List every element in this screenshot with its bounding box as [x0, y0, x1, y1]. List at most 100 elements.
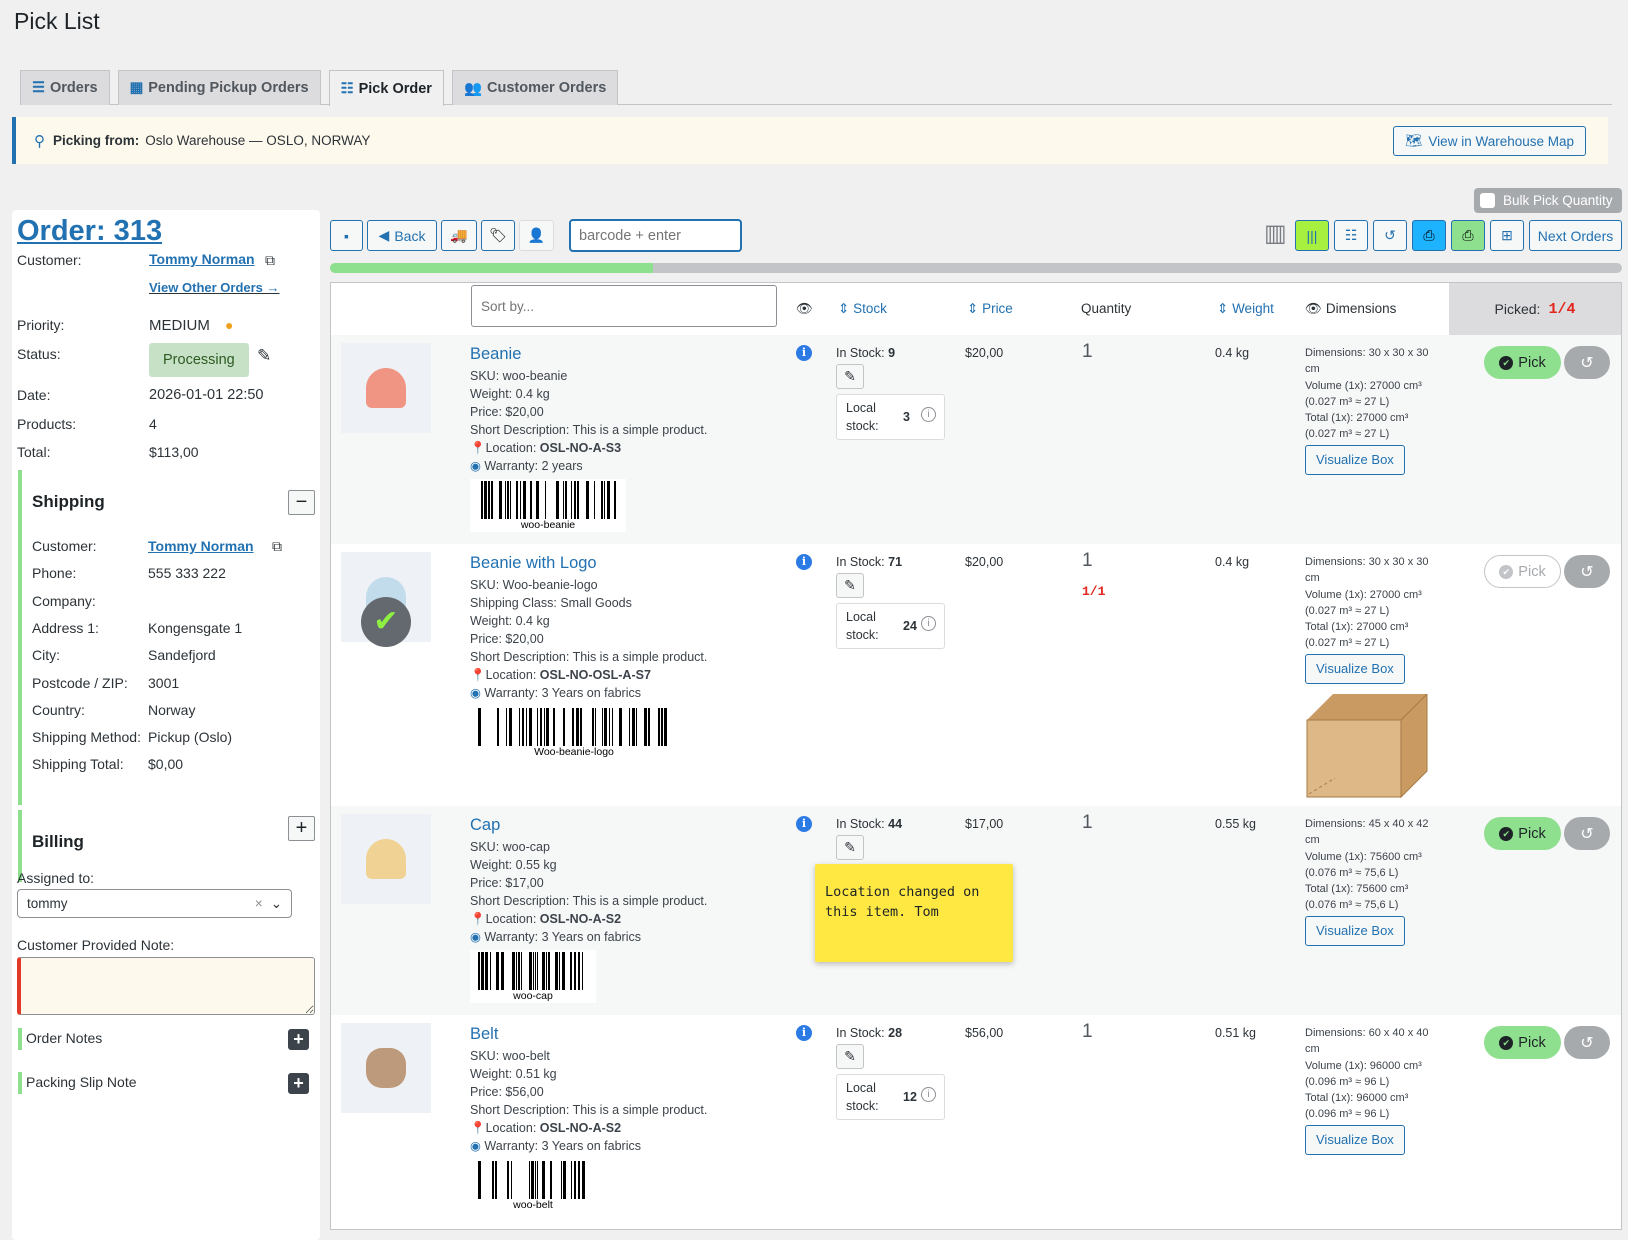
quantity-value: 1: [1082, 1021, 1093, 1042]
column-price[interactable]: ⇕ Price: [967, 301, 1013, 316]
product-name-link[interactable]: Belt: [470, 1025, 499, 1043]
visualize-box-button[interactable]: Visualize Box: [1305, 915, 1405, 947]
tab-pending-pickup[interactable]: ▦ Pending Pickup Orders: [117, 70, 321, 105]
barcode-mode-button[interactable]: |||: [1295, 220, 1329, 251]
barcode-bar: [495, 1161, 497, 1199]
barcode-bar: [563, 481, 564, 519]
weight-value: 0.4 kg: [1215, 555, 1250, 569]
add-order-note-button[interactable]: +: [288, 1029, 309, 1050]
pick-button[interactable]: ✔ Pick: [1484, 1026, 1561, 1059]
tag-button[interactable]: 🏷: [481, 220, 515, 251]
visualize-box-button[interactable]: Visualize Box: [1305, 1124, 1405, 1156]
undo-pick-button[interactable]: ↺: [1564, 817, 1610, 850]
box-visualization: [1306, 694, 1428, 799]
pick-button[interactable]: ✔ Pick: [1484, 817, 1561, 850]
edit-stock-button[interactable]: ✎: [836, 573, 864, 598]
copy-icon[interactable]: ⧉: [265, 252, 275, 268]
barcode-bar: [478, 952, 480, 990]
product-name-link[interactable]: Beanie: [470, 345, 522, 363]
info-icon[interactable]: i: [796, 1025, 812, 1041]
product-name-link[interactable]: Cap: [470, 816, 501, 834]
column-weight[interactable]: ⇕ Weight: [1217, 301, 1274, 316]
back-button[interactable]: ◀ Back: [367, 220, 437, 251]
product-detail: Weight: 0.4 kg: [470, 387, 550, 401]
info-icon[interactable]: i: [796, 816, 812, 832]
barcode-bar: [607, 481, 610, 519]
edit-stock-button[interactable]: ✎: [836, 835, 864, 860]
product-detail: SKU: woo-belt: [470, 1049, 550, 1063]
pick-button[interactable]: ✔ Pick: [1484, 346, 1561, 379]
shipping-truck-button[interactable]: 🚚: [441, 220, 477, 251]
edit-stock-button[interactable]: ✎: [836, 364, 864, 389]
info-icon[interactable]: i: [796, 345, 812, 361]
print-button[interactable]: ⎙: [1412, 220, 1446, 251]
info-circle-icon[interactable]: i: [921, 407, 936, 422]
col-label: Dimensions: [1325, 301, 1397, 316]
expand-billing-button[interactable]: +: [288, 816, 315, 841]
undo-icon: ↺: [1580, 1034, 1594, 1052]
bulk-pick-quantity-toggle[interactable]: Bulk Pick Quantity: [1474, 188, 1622, 213]
copy-icon[interactable]: ⧉: [272, 538, 282, 554]
collapse-sidebar-button[interactable]: ▪: [330, 220, 363, 251]
clear-icon[interactable]: ×: [254, 896, 263, 911]
barcode-bar: [535, 1161, 536, 1199]
customer-note-textarea[interactable]: [17, 957, 315, 1015]
assigned-to-select[interactable]: tommy × ⌄: [17, 889, 292, 918]
view-warehouse-map-button[interactable]: 🗺 View in Warehouse Map: [1393, 126, 1586, 156]
barcode-input[interactable]: [569, 219, 742, 252]
undo-pick-button[interactable]: ↺: [1564, 346, 1610, 379]
barcode-bar: [507, 481, 509, 519]
info-circle-icon[interactable]: i: [921, 1087, 936, 1102]
refresh-button[interactable]: ↺: [1373, 220, 1407, 251]
label: Local stock:: [846, 1081, 879, 1113]
checklist-button[interactable]: ☷: [1334, 220, 1368, 251]
column-stock[interactable]: ⇕ Stock: [838, 301, 887, 316]
barcode-bar: [478, 1161, 481, 1199]
pick-button[interactable]: ✔ Pick: [1484, 555, 1561, 588]
dimension-line: Volume (1x): 27000 cm³: [1305, 588, 1422, 601]
barcode-bar: [510, 481, 511, 519]
next-orders-button[interactable]: Next Orders: [1529, 220, 1622, 251]
tab-orders[interactable]: ☰ Orders: [20, 70, 110, 105]
col-label: Weight: [1232, 301, 1274, 316]
assign-user-button[interactable]: 👤: [519, 220, 554, 251]
edit-stock-button[interactable]: ✎: [836, 1044, 864, 1069]
edit-status-icon[interactable]: ✎: [257, 346, 272, 365]
product-name-link[interactable]: Beanie with Logo: [470, 554, 597, 572]
notice-label: Picking from:: [53, 133, 140, 148]
print-packing-slip-button[interactable]: ⎙: [1451, 220, 1485, 251]
grid-view-button[interactable]: ⊞: [1490, 220, 1524, 251]
view-other-orders-link[interactable]: View Other Orders →: [149, 280, 280, 295]
shipping-title: Shipping: [32, 492, 105, 511]
customer-link[interactable]: Tommy Norman: [149, 251, 255, 267]
collapse-shipping-button[interactable]: −: [288, 490, 315, 515]
grid-icon: ⊞: [1501, 227, 1513, 243]
quantity-value: 1: [1082, 550, 1093, 571]
field-value[interactable]: Tommy Norman: [148, 538, 254, 554]
sticky-note[interactable]: Location changed on this item. Tom: [815, 864, 1013, 962]
visualize-box-button[interactable]: Visualize Box: [1305, 653, 1405, 685]
product-detail: Short Description: This is a simple prod…: [470, 650, 708, 664]
user-plus-icon: 👤: [527, 227, 546, 243]
checkbox[interactable]: [1480, 193, 1495, 208]
barcode-bar: [511, 1161, 512, 1199]
visualize-box-button[interactable]: Visualize Box: [1305, 444, 1405, 476]
minus-square-icon: ▪: [344, 227, 349, 244]
selected-value: tommy: [27, 896, 68, 911]
column-dimensions[interactable]: 👁 Dimensions: [1305, 301, 1397, 316]
add-packing-slip-note-button[interactable]: +: [288, 1073, 309, 1094]
undo-pick-button[interactable]: ↺: [1564, 555, 1610, 588]
info-icon[interactable]: i: [796, 554, 812, 570]
info-circle-icon[interactable]: i: [921, 616, 936, 631]
tab-customer-orders[interactable]: 👥 Customer Orders: [451, 70, 619, 105]
label: In Stock:: [836, 817, 885, 831]
undo-pick-button[interactable]: ↺: [1564, 1026, 1610, 1059]
product-barcode: woo-belt: [470, 1159, 596, 1212]
product-info: Cap SKU: woo-cap Weight: 0.55 kg Price: $1…: [470, 814, 707, 1004]
tab-pick-order[interactable]: ☷ Pick Order: [328, 70, 444, 106]
barcode-bar: [507, 1161, 509, 1199]
order-title-link[interactable]: Order: 313: [17, 215, 163, 247]
sort-by-input[interactable]: [471, 285, 777, 327]
tab-bar: ☰ Orders ▦ Pending Pickup Orders ☷ Pick Ord…: [20, 70, 1612, 106]
eye-icon[interactable]: 👁: [796, 301, 814, 316]
